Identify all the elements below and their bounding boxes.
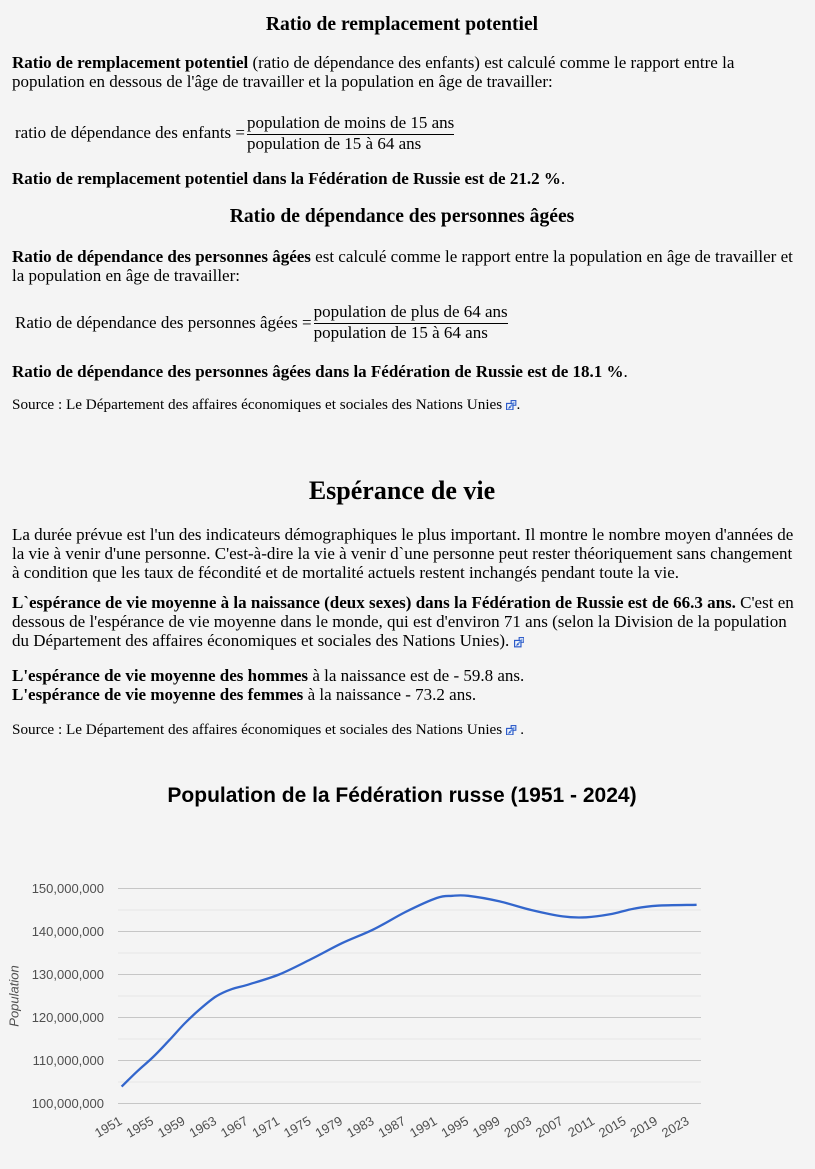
svg-text:2019: 2019 (627, 1113, 660, 1140)
svg-text:1971: 1971 (249, 1113, 282, 1140)
svg-text:110,000,000: 110,000,000 (33, 1053, 104, 1068)
svg-text:2023: 2023 (659, 1113, 692, 1140)
svg-text:130,000,000: 130,000,000 (32, 967, 104, 982)
svg-text:Population: Population (7, 965, 22, 1026)
svg-text:Population de la Fédération ru: Population de la Fédération russe (1951 … (167, 784, 636, 807)
svg-text:120,000,000: 120,000,000 (32, 1010, 104, 1025)
svg-text:2003: 2003 (501, 1113, 534, 1140)
svg-text:1967: 1967 (218, 1113, 251, 1140)
svg-text:150,000,000: 150,000,000 (32, 881, 104, 896)
svg-text:1951: 1951 (92, 1113, 125, 1140)
svg-text:1979: 1979 (312, 1113, 345, 1140)
svg-text:2015: 2015 (596, 1113, 629, 1140)
svg-text:1963: 1963 (186, 1113, 219, 1140)
svg-text:1987: 1987 (375, 1113, 408, 1140)
svg-text:1959: 1959 (155, 1113, 188, 1140)
svg-text:1995: 1995 (438, 1113, 471, 1140)
svg-text:2007: 2007 (533, 1113, 566, 1140)
svg-text:1991: 1991 (407, 1113, 440, 1140)
svg-text:2011: 2011 (565, 1113, 597, 1140)
svg-text:1975: 1975 (281, 1113, 314, 1140)
svg-text:1983: 1983 (344, 1113, 377, 1140)
svg-text:100,000,000: 100,000,000 (32, 1096, 104, 1111)
svg-text:140,000,000: 140,000,000 (32, 924, 104, 939)
svg-text:1955: 1955 (123, 1113, 156, 1140)
svg-text:1999: 1999 (470, 1113, 503, 1140)
